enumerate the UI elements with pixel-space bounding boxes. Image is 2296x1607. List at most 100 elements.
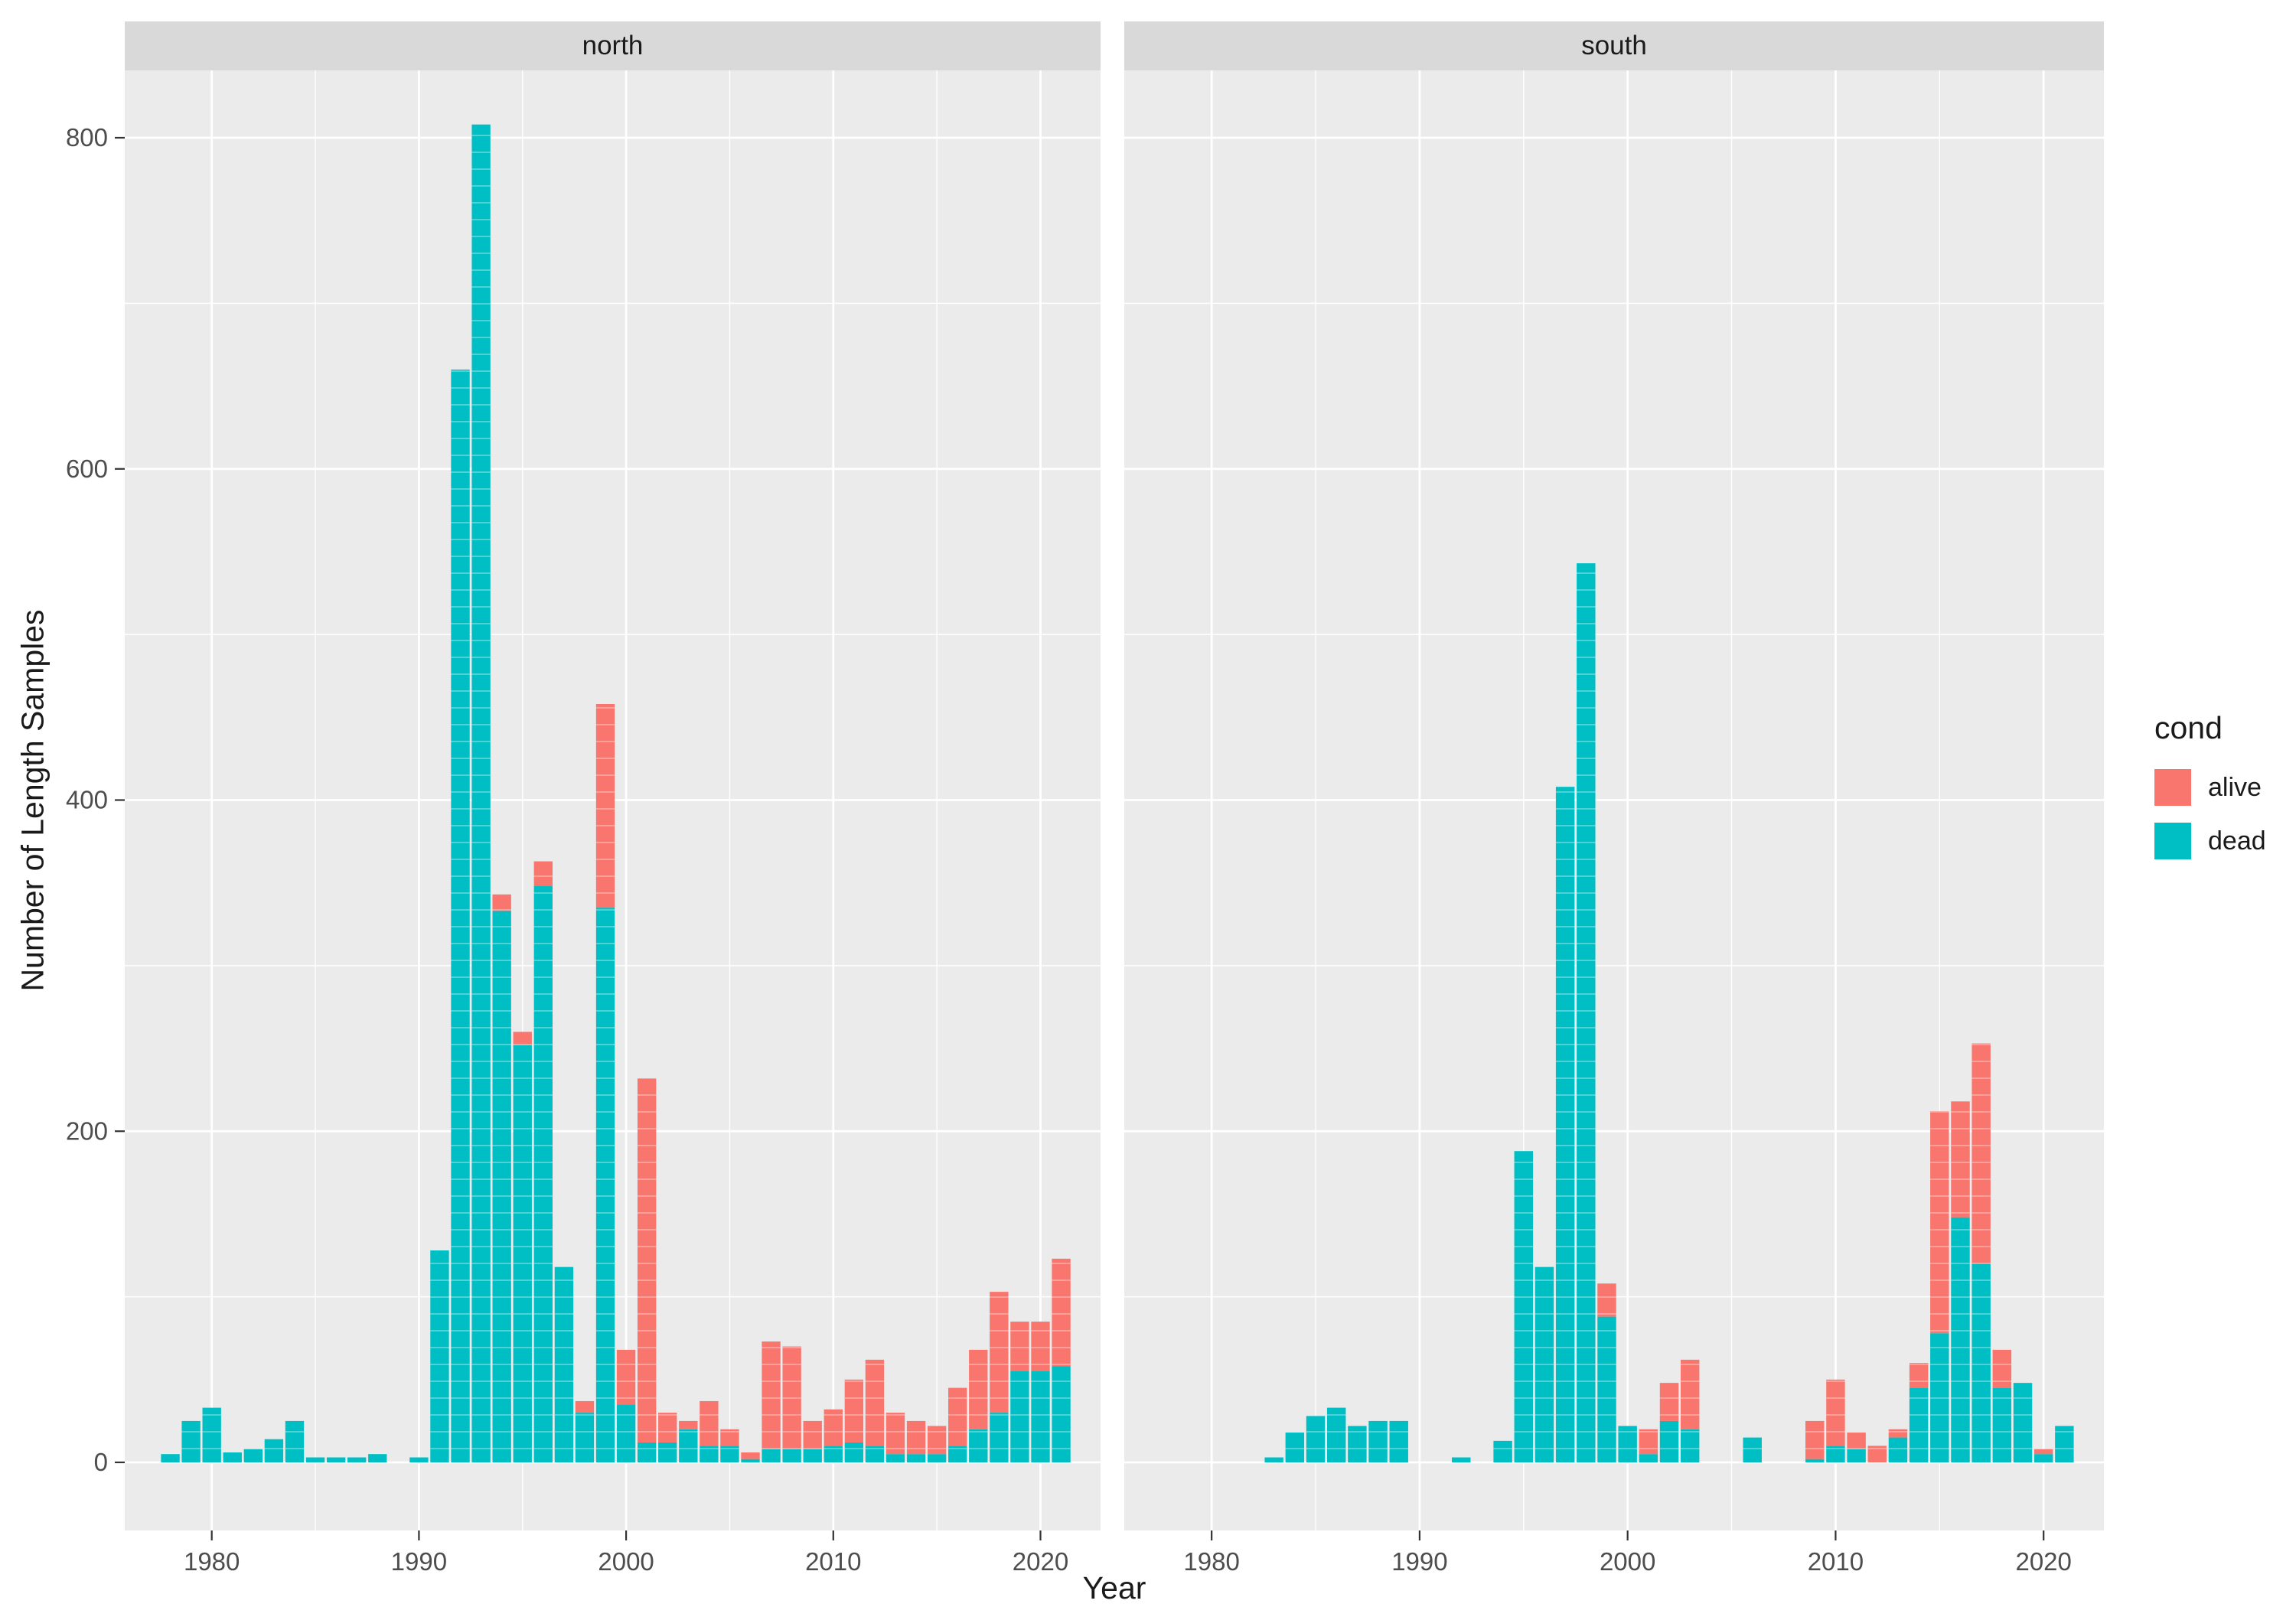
bar-striation-overlay: [1264, 1457, 1283, 1462]
bar-striation-overlay: [347, 1457, 367, 1462]
bar-striation-overlay: [161, 1454, 180, 1462]
bar-striation-overlay: [1930, 1111, 1949, 1462]
bar-striation-overlay: [471, 124, 491, 1463]
bar-striation-overlay: [969, 1349, 988, 1462]
bar-striation-overlay: [679, 1420, 698, 1462]
bar-striation-overlay: [1285, 1433, 1305, 1462]
bar-striation-overlay: [1493, 1440, 1512, 1462]
bar-striation-overlay: [595, 704, 615, 1462]
bar-striation-overlay: [202, 1407, 221, 1462]
facet-strip: [1124, 21, 2104, 70]
bar-striation-overlay: [700, 1400, 719, 1462]
bar-striation-overlay: [1597, 1283, 1616, 1462]
bar-striation-overlay: [1452, 1457, 1471, 1462]
bar-striation-overlay: [762, 1341, 781, 1462]
y-tick-label: 800: [66, 123, 108, 152]
x-axis-title: Year: [1082, 1570, 1146, 1605]
y-tick-label: 0: [94, 1448, 108, 1476]
bar-striation-overlay: [409, 1457, 429, 1462]
bar-striation-overlay: [264, 1439, 284, 1462]
bar-striation-overlay: [823, 1409, 843, 1462]
x-tick-label: 2010: [805, 1547, 861, 1576]
bar-striation-overlay: [1680, 1359, 1700, 1462]
bar-striation-overlay: [451, 369, 470, 1462]
bar-striation-overlay: [1514, 1151, 1534, 1462]
bar-striation-overlay: [741, 1452, 760, 1462]
bar-striation-overlay: [285, 1420, 305, 1462]
bar-striation-overlay: [1389, 1420, 1408, 1462]
bar-striation-overlay: [1971, 1043, 1991, 1462]
bar-striation-overlay: [1847, 1433, 1866, 1462]
bar-striation-overlay: [243, 1449, 263, 1462]
bar-striation-overlay: [1951, 1101, 1970, 1462]
bar-striation-overlay: [1577, 563, 1596, 1462]
bar-striation-overlay: [803, 1420, 822, 1462]
legend: cond alive dead: [2154, 710, 2266, 876]
x-tick-label: 1990: [391, 1547, 447, 1576]
legend-title: cond: [2154, 710, 2223, 745]
panel-north: 1980 1990 2000 2010 2020: [125, 21, 1101, 1576]
legend-label-alive: alive: [2208, 772, 2262, 802]
bar-striation-overlay: [305, 1457, 325, 1462]
legend-label-dead: dead: [2208, 826, 2266, 856]
bar-striation-overlay: [2033, 1449, 2053, 1462]
bar-striation-overlay: [1555, 787, 1575, 1462]
bar-striation-overlay: [1639, 1429, 1658, 1462]
bar-striation-overlay: [1909, 1363, 1929, 1462]
bar-striation-overlay: [1326, 1407, 1346, 1462]
bar-striation-overlay: [948, 1387, 967, 1462]
bar-striation-overlay: [1867, 1446, 1887, 1462]
bar-striation-overlay: [1348, 1426, 1367, 1462]
bar-striation-overlay: [720, 1429, 739, 1462]
x-tick-label: 1980: [184, 1547, 240, 1576]
bar-striation-overlay: [575, 1400, 595, 1462]
panel-south: 1980 1990 2000 2010 2020: [1124, 21, 2104, 1576]
bar-striation-overlay: [1888, 1429, 1908, 1462]
dead-swatch-icon: [2154, 823, 2191, 859]
legend-key-dead: dead: [2154, 823, 2266, 859]
bar-striation-overlay: [906, 1420, 926, 1462]
bar-striation-overlay: [430, 1250, 449, 1462]
alive-swatch-icon: [2154, 769, 2191, 806]
bar-striation-overlay: [658, 1413, 677, 1462]
y-tick-label: 600: [66, 455, 108, 483]
x-tick-label: 2020: [2015, 1547, 2071, 1576]
bar-striation-overlay: [1992, 1349, 2012, 1462]
x-tick-label: 2010: [1808, 1547, 1864, 1576]
bar-striation-overlay: [533, 861, 553, 1462]
bar-striation-overlay: [782, 1346, 801, 1462]
bar-striation-overlay: [637, 1078, 657, 1462]
bar-striation-overlay: [616, 1349, 636, 1462]
y-tick-label: 400: [66, 786, 108, 814]
bar-striation-overlay: [1010, 1322, 1029, 1462]
bar-striation-overlay: [885, 1413, 905, 1462]
bar-striation-overlay: [1031, 1322, 1050, 1462]
bar-striation-overlay: [1659, 1383, 1679, 1462]
bar-striation-overlay: [1368, 1420, 1388, 1462]
x-tick-label: 1990: [1391, 1547, 1447, 1576]
bar-striation-overlay: [513, 1032, 532, 1462]
bar-striation-overlay: [1618, 1426, 1637, 1462]
bar-striation-overlay: [368, 1454, 387, 1462]
bar-striation-overlay: [2013, 1383, 2033, 1462]
y-tick-label: 200: [66, 1116, 108, 1145]
bar-striation-overlay: [844, 1379, 864, 1462]
x-tick-label: 1980: [1183, 1547, 1239, 1576]
bar-striation-overlay: [1805, 1420, 1825, 1462]
facet-strip: [125, 21, 1101, 70]
bar-striation-overlay: [990, 1292, 1009, 1462]
bar-striation-overlay: [1306, 1416, 1326, 1462]
bar-striation-overlay: [865, 1359, 885, 1462]
bar-striation-overlay: [1743, 1437, 1762, 1462]
bar-striation-overlay: [223, 1452, 242, 1462]
bar-striation-overlay: [2055, 1426, 2074, 1462]
bar-striation-overlay: [1826, 1379, 1845, 1462]
bar-striation-overlay: [326, 1457, 346, 1462]
y-axis-title: Number of Length Samples: [15, 609, 51, 992]
bar-striation-overlay: [554, 1266, 574, 1462]
x-tick-label: 2020: [1013, 1547, 1068, 1576]
bar-striation-overlay: [1534, 1266, 1554, 1462]
bar-striation-overlay: [1052, 1258, 1071, 1462]
